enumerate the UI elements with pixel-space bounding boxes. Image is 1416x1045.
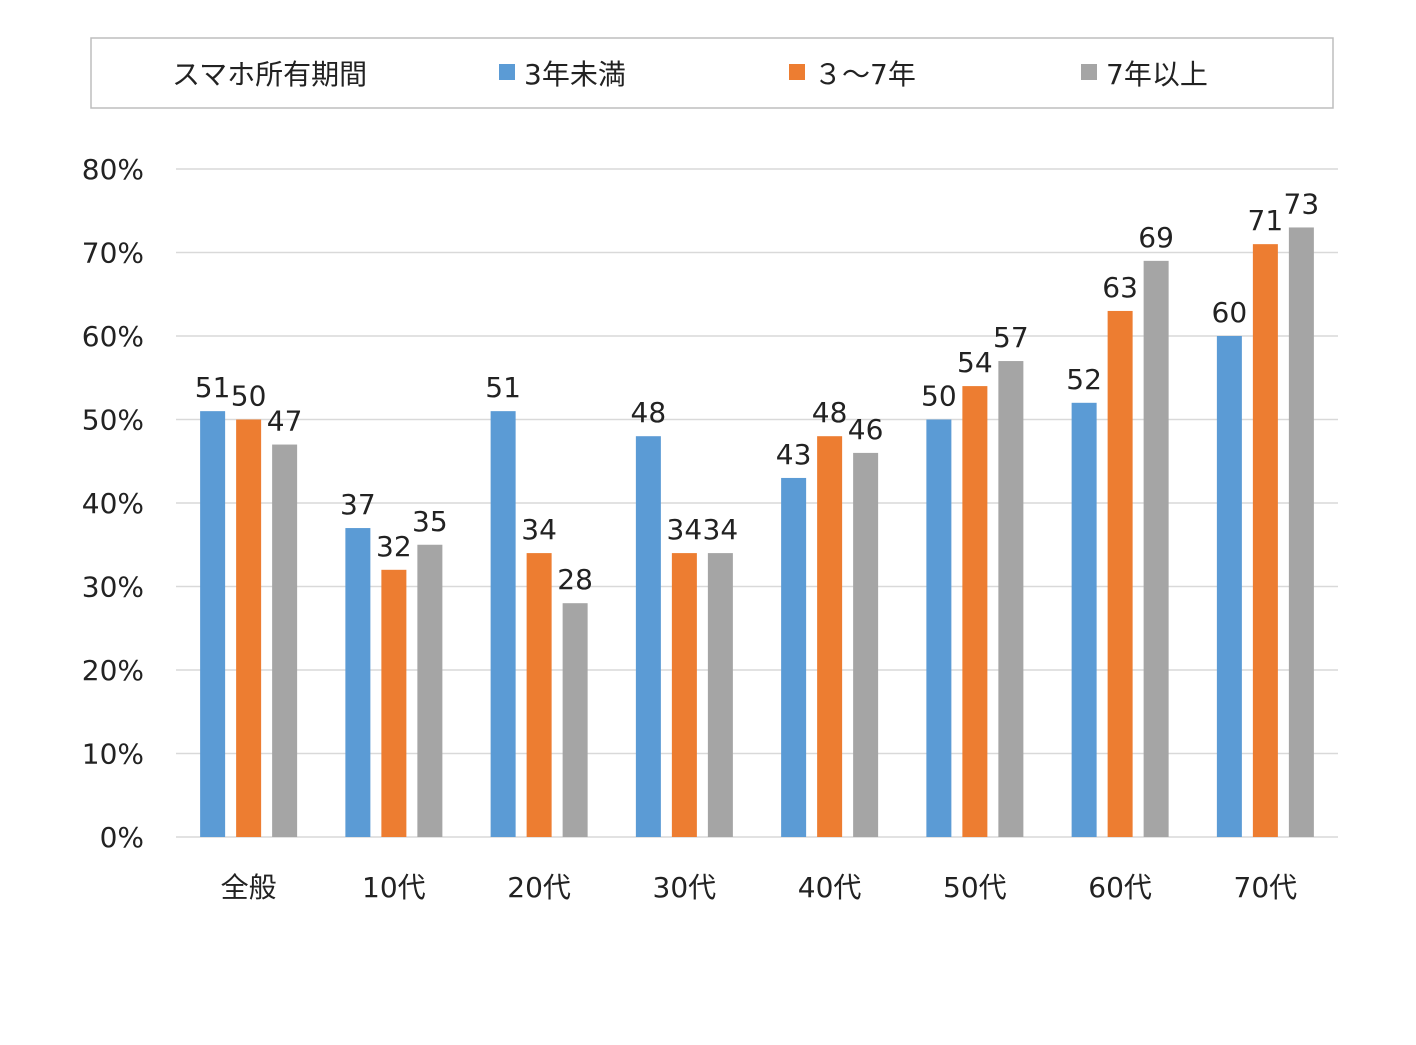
bar — [707, 553, 733, 837]
bar — [926, 419, 952, 837]
data-label: 35 — [412, 505, 448, 538]
category-label: 60代 — [1088, 871, 1152, 904]
data-label: 73 — [1284, 187, 1320, 220]
bar — [236, 419, 262, 837]
category-label: 40代 — [798, 871, 862, 904]
data-label: 54 — [957, 346, 993, 379]
data-label: 37 — [340, 488, 376, 521]
y-axis-tick-labels: 0% 10% 20% 30% 40% 50% 60% 70% 80% — [82, 153, 144, 854]
bar — [1252, 244, 1278, 837]
data-label: 34 — [703, 513, 739, 546]
legend-swatch — [1081, 64, 1097, 80]
legend-label: 3年未満 — [524, 58, 626, 91]
y-tick-label: 0% — [100, 821, 144, 854]
data-label: 34 — [521, 513, 557, 546]
data-label: 28 — [557, 563, 593, 596]
y-tick-label: 80% — [82, 153, 144, 186]
data-label: 60 — [1212, 296, 1248, 329]
data-label: 50 — [921, 380, 957, 413]
bar — [490, 411, 516, 837]
bar — [635, 436, 661, 837]
legend-swatch — [499, 64, 515, 80]
bar — [1107, 310, 1133, 837]
data-label: 57 — [993, 321, 1029, 354]
bars — [200, 227, 1314, 838]
category-label: 10代 — [362, 871, 426, 904]
bar — [1071, 402, 1097, 837]
legend-title: スマホ所有期間 — [172, 58, 367, 91]
data-label: 47 — [267, 405, 303, 438]
x-axis-category-labels: 全般 10代 20代 30代 40代 50代 60代 70代 — [221, 871, 1298, 904]
data-label: 34 — [667, 513, 703, 546]
bar — [345, 528, 371, 837]
category-label: 30代 — [653, 871, 717, 904]
bar — [1143, 260, 1169, 838]
y-tick-label: 30% — [82, 571, 144, 604]
bar — [962, 386, 988, 837]
data-label: 51 — [485, 371, 521, 404]
bar — [998, 361, 1024, 837]
data-label: 32 — [376, 530, 412, 563]
data-label: 43 — [776, 438, 812, 471]
y-tick-label: 20% — [82, 654, 144, 687]
bar — [781, 477, 807, 837]
data-label: 63 — [1102, 271, 1138, 304]
y-tick-label: 70% — [82, 237, 144, 270]
category-label: 全般 — [221, 871, 277, 904]
y-tick-label: 50% — [82, 404, 144, 437]
y-tick-label: 60% — [82, 320, 144, 353]
bar — [671, 553, 697, 837]
bar — [272, 444, 298, 837]
legend: スマホ所有期間 3年未満 ３～7年 7年以上 — [90, 37, 1334, 109]
data-label: 69 — [1138, 221, 1174, 254]
category-label: 20代 — [507, 871, 571, 904]
legend-items: 3年未満 ３～7年 7年以上 — [499, 58, 1208, 91]
data-label: 48 — [812, 396, 848, 429]
data-label: 48 — [631, 396, 667, 429]
category-label: 70代 — [1234, 871, 1298, 904]
legend-label: ３～7年 — [814, 58, 916, 91]
category-label: 50代 — [943, 871, 1007, 904]
bar — [562, 603, 588, 837]
y-tick-label: 10% — [82, 738, 144, 771]
bar — [1216, 336, 1242, 837]
bar — [1288, 227, 1314, 837]
bar — [526, 553, 552, 837]
bar — [817, 436, 843, 837]
legend-box — [90, 37, 1334, 109]
legend-label: 7年以上 — [1106, 58, 1208, 91]
y-tick-label: 40% — [82, 487, 144, 520]
bar — [381, 569, 407, 837]
data-label: 51 — [195, 371, 231, 404]
data-label: 52 — [1066, 363, 1102, 396]
bar — [853, 452, 879, 837]
bar — [200, 411, 226, 837]
data-label: 50 — [231, 380, 267, 413]
bar — [417, 544, 443, 837]
data-label: 71 — [1248, 204, 1284, 237]
data-label: 46 — [848, 413, 884, 446]
legend-swatch — [789, 64, 805, 80]
